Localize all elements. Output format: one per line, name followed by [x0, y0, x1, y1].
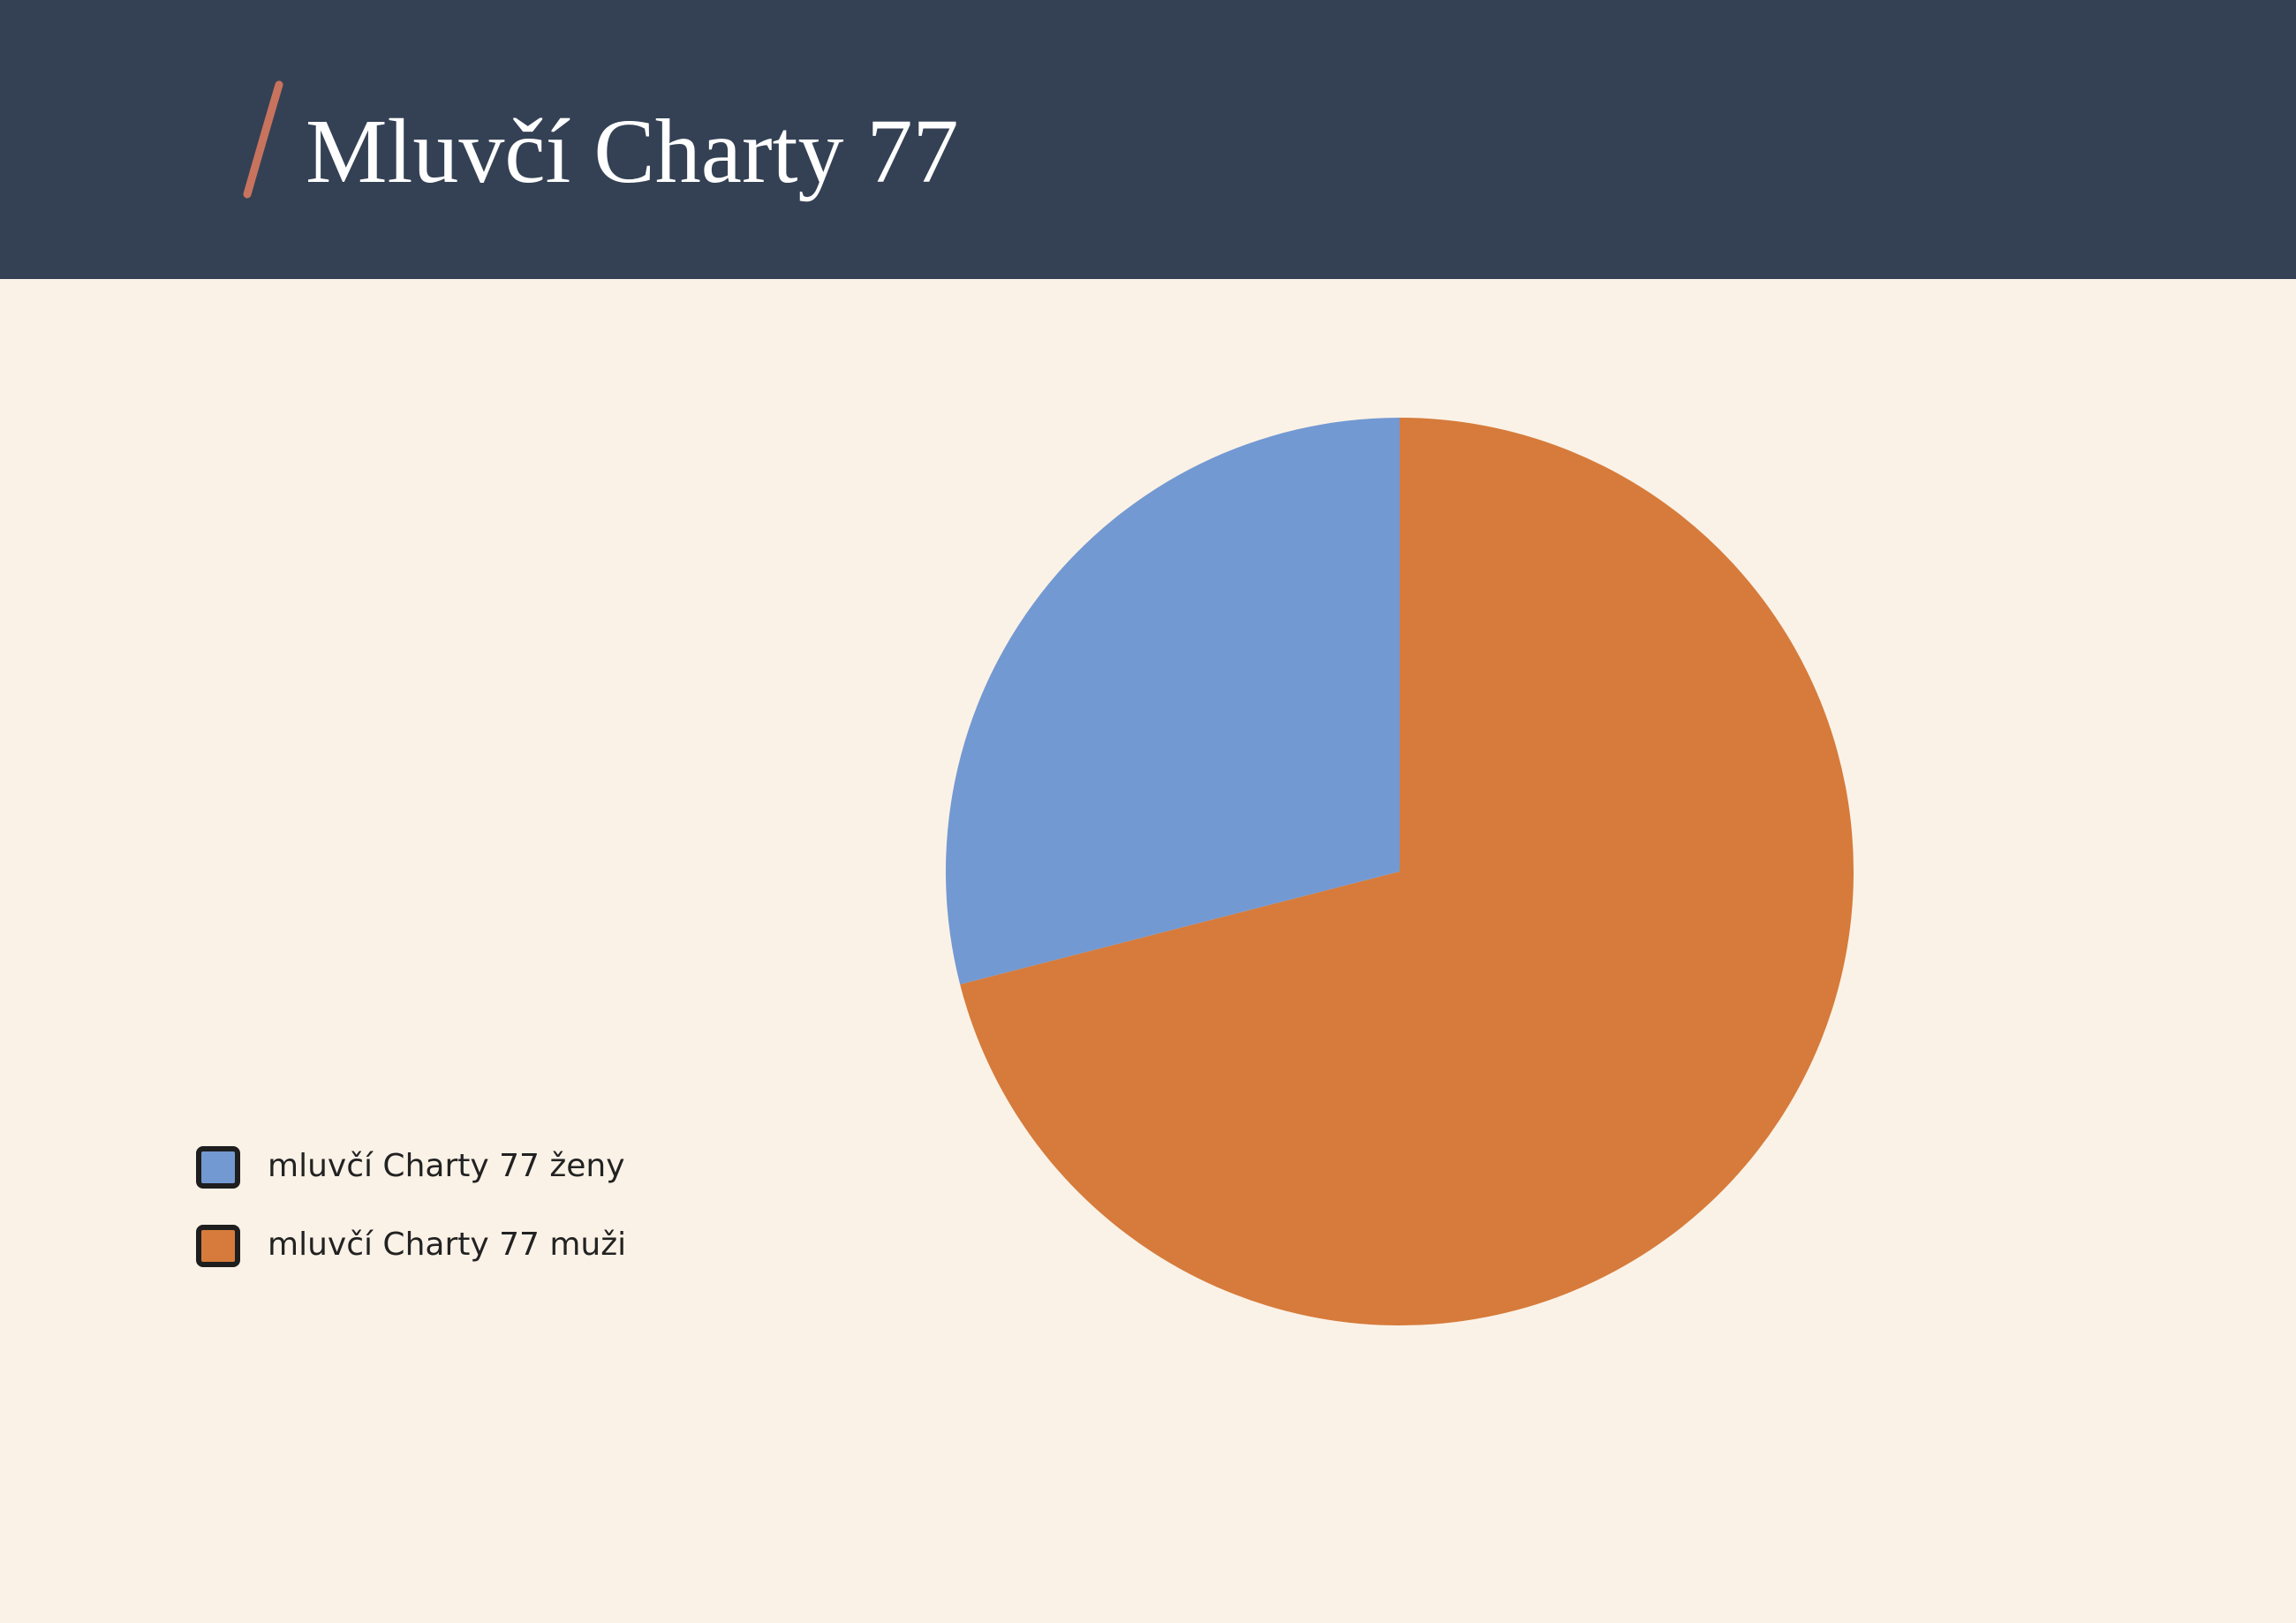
legend-swatch: [196, 1146, 240, 1189]
legend: mluvčí Charty 77 ženy mluvčí Charty 77 mu…: [196, 1146, 626, 1267]
legend-label: mluvčí Charty 77 ženy: [268, 1148, 625, 1184]
pie: [946, 418, 1854, 1325]
accent-stroke: [243, 80, 283, 199]
pie-slice: [946, 418, 1400, 985]
legend-swatch: [196, 1225, 240, 1267]
legend-label: mluvčí Charty 77 muži: [268, 1227, 626, 1263]
header-bar: [0, 0, 2296, 279]
chart-title: Mluvčí Charty 77: [306, 101, 958, 202]
pie-slice: [960, 418, 1854, 1325]
